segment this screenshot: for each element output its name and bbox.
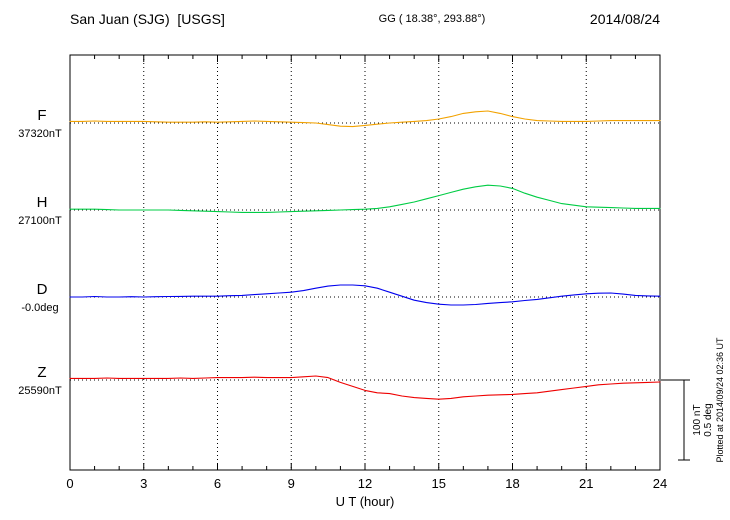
scalebar-deg-label: 0.5 deg [703,403,714,436]
x-tick-label: 3 [140,476,147,491]
x-axis-title: U T (hour) [336,494,395,509]
channel-letter-D: D [37,281,48,298]
channel-baseline-value-D: -0.0deg [21,302,58,314]
channel-letter-F: F [37,107,46,124]
channel-baseline-value-Z: 25590nT [18,385,62,397]
x-tick-label: 6 [214,476,221,491]
scalebar-nt-label: 100 nT [692,404,703,435]
date-label: 2014/08/24 [590,11,660,27]
series-group [69,110,661,400]
x-tick-label: 15 [432,476,446,491]
label-group: 0 3 6 9 12 15 18 21 24 F 37320nT H 27100nT D -0.0deg Z 2… [18,107,667,491]
trace-F [69,110,661,128]
channel-baseline-value-F: 37320nT [18,128,62,140]
x-tick-label: 18 [505,476,519,491]
x-tick-label: 24 [653,476,667,491]
station-title: San Juan (SJG) [USGS] [70,11,225,27]
x-tick-label: 9 [288,476,295,491]
geo-coordinates: GG ( 18.38°, 293.88°) [379,13,486,25]
plotted-at-stamp: Plotted at 2014/09/24 02:36 UT [715,337,725,463]
x-tick-label: 12 [358,476,372,491]
channel-letter-H: H [37,194,48,211]
trace-Z [69,375,661,400]
trace-D [69,284,661,306]
grid-group [69,55,661,470]
channel-baseline-value-H: 27100nT [18,215,62,227]
trace-H [69,184,661,213]
x-tick-label: 21 [579,476,593,491]
x-tick-label: 0 [66,476,73,491]
channel-letter-Z: Z [37,364,46,381]
